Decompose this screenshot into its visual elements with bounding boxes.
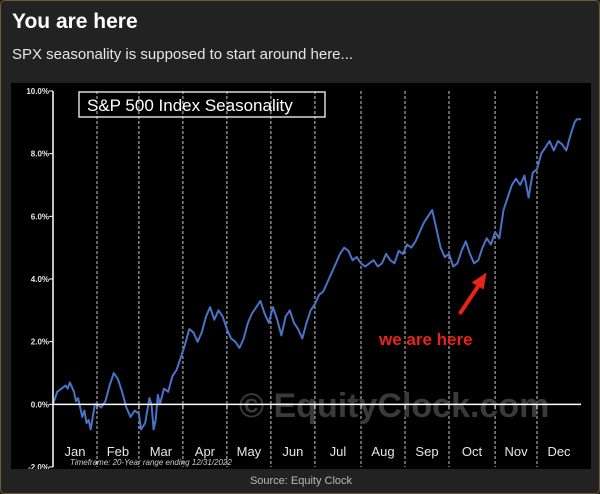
x-tick-label: May [237, 444, 262, 459]
y-tick-label: 10.0% [26, 87, 49, 96]
chart-image[interactable]: © EquityClock.com Jan Feb Mar Apr May Jun Jul A… [11, 83, 591, 472]
chart-title: S&P 500 Index Seasonality [87, 96, 293, 115]
y-tick-label: 2.0% [31, 338, 49, 347]
seasonality-line [52, 118, 581, 431]
x-tick-label: Aug [371, 444, 394, 459]
source-caption: Source: Equity Clock [249, 475, 353, 487]
chart-footnote: Timeframe: 20-Year range ending 12/31/20… [70, 458, 232, 467]
x-tick-label: Feb [107, 444, 129, 459]
annotation-arrow-shaft [458, 280, 483, 315]
x-tick-label: Sep [415, 444, 438, 459]
annotation-label: we are here [378, 330, 473, 349]
y-tick-label: 0.0% [31, 400, 49, 409]
annotation-arrow-head [471, 272, 487, 290]
x-tick-label: Apr [195, 444, 216, 459]
x-tick-label: Mar [150, 444, 173, 459]
y-tick-label: 8.0% [31, 150, 49, 159]
seasonality-chart: © EquityClock.com Jan Feb Mar Apr May Jun Jul A… [26, 87, 581, 472]
x-tick-label: Jun [282, 444, 303, 459]
chart-title-box [78, 91, 326, 118]
y-tick-label: -2.0% [28, 463, 49, 469]
y-tick-label: 6.0% [31, 212, 49, 221]
post-title: You are here [12, 10, 138, 33]
x-tick-label: Dec [547, 444, 571, 459]
chart-watermark: © EquityClock.com [239, 387, 549, 425]
x-tick-label: Jan [65, 444, 86, 459]
x-tick-label: Nov [504, 444, 528, 459]
post-subtitle: SPX seasonality is supposed to start aro… [12, 46, 354, 63]
x-tick-label: Jul [330, 444, 347, 459]
y-tick-label: 4.0% [31, 275, 49, 284]
x-tick-label: Oct [462, 444, 483, 459]
